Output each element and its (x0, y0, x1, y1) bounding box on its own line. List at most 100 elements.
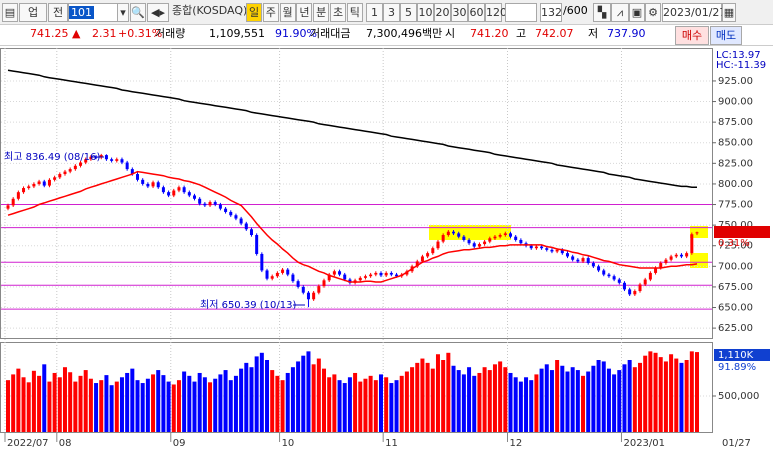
volume-bar (648, 351, 653, 432)
open-label: 시 (445, 27, 456, 40)
calendar-icon[interactable]: ▦ (722, 3, 736, 22)
sell-button[interactable]: 매도 (710, 26, 742, 45)
candle-body (679, 254, 683, 257)
volume-bar (482, 367, 487, 432)
candle-body (6, 205, 10, 209)
candle-body (638, 284, 642, 292)
candle-body (249, 229, 253, 236)
volume-bar (327, 377, 332, 432)
candle-body (555, 249, 559, 252)
mode-select[interactable]: 전 (48, 3, 68, 22)
candle-body (488, 238, 492, 242)
period-button[interactable]: 틱 (346, 3, 363, 22)
volume-bar (301, 355, 306, 432)
volume-bar (342, 383, 347, 432)
period-button[interactable]: 20 (434, 3, 451, 22)
lc-label: LC:13.97 (716, 50, 761, 61)
tool-icon[interactable]: ⩘ (611, 3, 629, 22)
candle-body (571, 256, 575, 260)
volume-bar (114, 381, 119, 432)
volume-bar (73, 381, 78, 432)
volume-bar (632, 367, 637, 432)
x-tick-label: 10 (282, 438, 295, 449)
period-button[interactable]: 60 (468, 3, 485, 22)
code-input[interactable]: 101 (68, 3, 118, 22)
volume-bar (244, 362, 249, 432)
code-dropdown[interactable]: ▾ (117, 3, 129, 22)
volume-bar (21, 377, 26, 432)
volume-bar (529, 380, 534, 432)
volume-bar (498, 361, 503, 432)
candle-body (332, 271, 336, 275)
volume-bar (88, 378, 93, 432)
menu-icon[interactable]: ▤ (2, 3, 18, 22)
last-price-tag (714, 226, 770, 238)
candle-body (358, 277, 362, 281)
candle-body (301, 286, 305, 293)
settings-icon[interactable]: ⚙ (645, 3, 661, 22)
candle-body (136, 174, 140, 180)
save-icon[interactable]: ▣ (629, 3, 645, 22)
volume-bar (684, 360, 689, 432)
candle-body (192, 195, 196, 199)
candle-body (244, 223, 248, 230)
blank-input[interactable] (505, 3, 537, 22)
candle-body (260, 253, 264, 271)
volume-bar (653, 352, 658, 432)
candle-body (467, 239, 471, 244)
volume-bar (394, 380, 399, 432)
period-button[interactable]: 1 (366, 3, 383, 22)
volume-bar (280, 380, 285, 432)
candle-body (167, 192, 171, 196)
period-button[interactable]: 월 (279, 3, 296, 22)
high-note: 최고 836.49 (08/16) (4, 151, 100, 163)
y-tick-label: 825.00 (718, 158, 753, 169)
period-button[interactable]: 년 (296, 3, 313, 22)
date-input[interactable]: 2023/01/27 (662, 3, 726, 22)
candle-body (565, 253, 569, 257)
volume-bar (37, 375, 42, 432)
prev-next[interactable]: ◀▸ (147, 3, 169, 22)
volume-bar (601, 361, 606, 432)
period-button[interactable]: 30 (451, 3, 468, 22)
count[interactable]: 132 (540, 3, 562, 22)
period-button[interactable]: 초 (330, 3, 346, 22)
volume: 1,109,551 (209, 27, 265, 40)
candle-body (534, 246, 538, 249)
period-button[interactable]: 120 (485, 3, 507, 22)
candle-body (11, 198, 15, 206)
volume-bar (47, 381, 52, 432)
volume-bar (42, 364, 47, 432)
volume-bar (627, 360, 632, 432)
search-icon[interactable]: 🔍 (130, 3, 146, 22)
candle-body (628, 289, 632, 295)
tool-icon[interactable]: ▚ (593, 3, 611, 22)
candle-body (22, 188, 26, 193)
y-tick-label: 850.00 (718, 138, 753, 149)
period-button[interactable]: 5 (400, 3, 417, 22)
volume-bar (492, 364, 497, 432)
volume-bar (119, 377, 124, 432)
period-button[interactable]: 주 (262, 3, 279, 22)
last-change: 0.31% (718, 238, 750, 249)
volume-bar (11, 374, 16, 432)
candle-body (47, 179, 51, 186)
period-button[interactable]: 일 (246, 3, 262, 22)
period-button[interactable]: 3 (383, 3, 400, 22)
candle-body (79, 162, 83, 166)
volume-bar (223, 370, 228, 432)
volume-bar (62, 367, 67, 432)
volume-bar (254, 356, 259, 432)
amount: 7,300,496백만 (366, 27, 443, 40)
volume-label: 거래량 (155, 27, 186, 40)
period-button[interactable]: 분 (313, 3, 330, 22)
candle-body (53, 177, 57, 180)
volume-bar (26, 382, 31, 432)
buy-button[interactable]: 매수 (675, 26, 709, 45)
volume-bar (565, 371, 570, 432)
volume-bar (503, 367, 508, 432)
market-select[interactable]: 업 (19, 3, 47, 22)
volume-bar (606, 368, 611, 432)
period-button[interactable]: 10 (417, 3, 434, 22)
volume-bar (6, 380, 10, 432)
